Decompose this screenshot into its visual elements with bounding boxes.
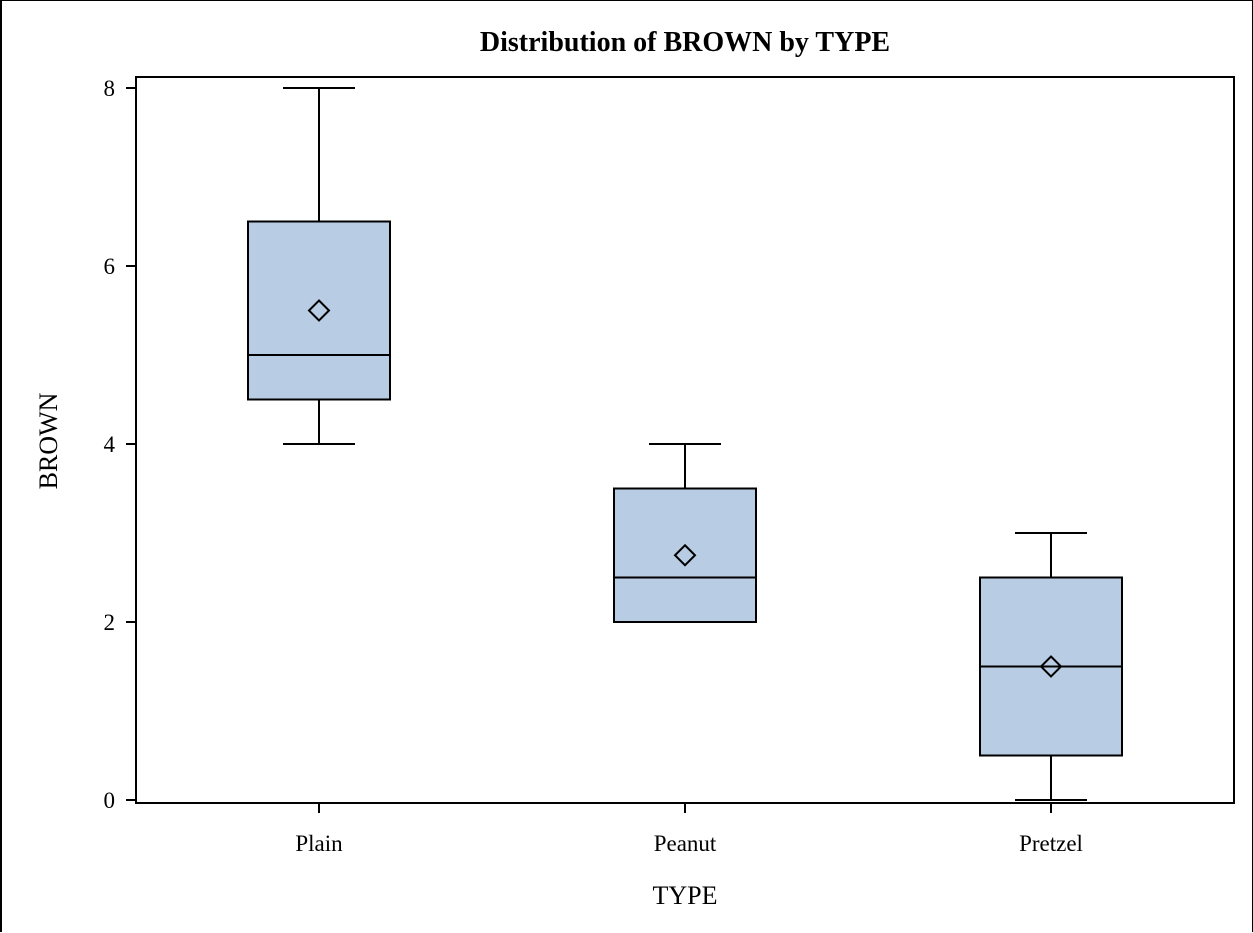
mean-marker [307,299,331,322]
mean-marker [673,543,697,567]
iqr-box [247,220,391,401]
mean-marker [1039,655,1063,678]
x-tick-label-peanut: Peanut [654,831,717,856]
iqr-box [613,487,757,623]
y-tick-label-0: 0 [104,788,116,813]
chart-title: Distribution of BROWN by TYPE [480,27,890,58]
y-axis-title: BROWN [34,392,63,489]
x-tick-label-pretzel: Pretzel [1019,831,1083,856]
y-tick-label-4: 4 [104,432,116,457]
box-series [247,87,1123,801]
x-tick-label-plain: Plain [295,831,343,856]
y-tick-label-6: 6 [104,254,116,279]
y-tick-label-8: 8 [104,76,116,101]
box-plain [247,87,391,445]
y-tick-label-2: 2 [104,610,116,635]
x-axis: Plain Peanut Pretzel [295,803,1083,856]
x-axis-title: TYPE [653,881,718,910]
box-pretzel [979,532,1123,801]
y-axis: 0 2 4 6 8 [104,76,136,813]
box-peanut [613,443,757,623]
